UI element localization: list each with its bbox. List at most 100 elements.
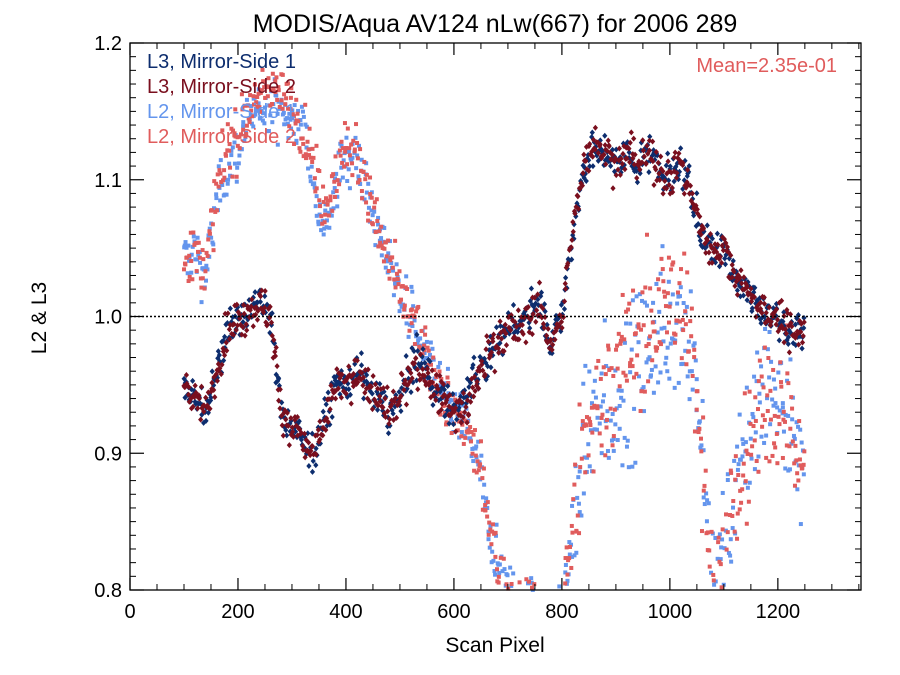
scatter-point [337,178,342,183]
scatter-point [488,364,494,371]
scatter-point [224,347,230,354]
scatter-point [482,371,488,378]
scatter-point [591,389,596,394]
scatter-point [630,155,636,162]
y-tick-label: 1.0 [94,307,122,329]
scatter-point [211,242,216,247]
scatter-point [752,438,757,443]
scatter-point [212,394,218,401]
scatter-point [263,95,268,100]
scatter-point [795,341,802,348]
scatter-point [589,129,595,136]
scatter-point [563,562,568,567]
scatter-point [796,424,801,429]
scatter-point [592,378,597,383]
scatter-point [254,299,261,306]
scatter-point [703,468,708,473]
scatter-point [449,431,454,436]
scatter-point [752,284,758,291]
scatter-point [709,529,714,534]
scatter-point [378,240,383,245]
scatter-point [303,102,308,107]
scatter-point [341,158,346,163]
scatter-point [613,368,618,373]
scatter-point [314,194,319,199]
scatter-point [294,97,299,102]
scatter-point [290,428,296,435]
scatter-point [483,508,488,513]
chart-title: MODIS/Aqua AV124 nLw(667) for 2006 289 [253,10,738,38]
scatter-point [628,361,633,366]
scatter-point [407,314,412,319]
scatter-point [260,309,267,316]
scatter-point [773,321,779,328]
scatter-point [323,426,329,433]
scatter-point [368,192,373,197]
scatter-point [503,330,509,337]
scatter-point [374,406,381,413]
scatter-point [241,120,246,125]
scatter-point [605,409,610,414]
scatter-point [343,377,349,384]
scatter-point [353,377,359,384]
scatter-point [379,253,384,258]
scatter-point [300,136,305,141]
scatter-point [229,148,234,153]
scatter-point [183,262,188,267]
scatter-point [792,461,797,466]
scatter-point [281,423,287,430]
scatter-point [320,408,326,415]
scatter-point [376,244,381,249]
scatter-point [421,372,428,379]
scatter-point [667,376,672,381]
scatter-point [392,395,399,402]
scatter-point [233,107,238,112]
scatter-point [485,500,490,505]
scatter-point [751,424,756,429]
scatter-point [293,121,298,126]
scatter-point [314,186,319,191]
scatter-point [361,169,366,174]
scatter-point [532,582,537,587]
scatter-point [704,519,709,524]
scatter-point [454,416,460,423]
scatter-point [798,328,804,335]
scatter-point [496,580,501,585]
scatter-point [793,331,800,338]
scatter-point [706,501,711,506]
scatter-point [639,389,644,394]
scatter-point [773,300,780,307]
scatter-point [505,573,510,578]
scatter-point [484,333,490,340]
scatter-point [650,138,656,145]
scatter-point [308,155,313,160]
scatter-point [681,301,686,306]
scatter-point [239,147,244,152]
scatter-point [734,287,741,294]
scatter-point [707,230,714,237]
scatter-point [252,102,257,107]
scatter-point [584,423,589,428]
scatter-point [301,430,308,437]
scatter-point [606,143,612,150]
scatter-point [771,403,776,408]
scatter-point [423,332,428,337]
scatter-point [406,334,411,339]
scatter-point [291,114,296,119]
scatter-point [525,303,531,310]
scatter-point [570,503,575,508]
scatter-point [753,430,758,435]
scatter-point [260,118,265,123]
scatter-point [282,92,287,97]
scatter-point [753,418,758,423]
scatter-point [475,385,482,392]
scatter-point [644,303,649,308]
scatter-point [802,449,807,454]
scatter-point [620,292,625,297]
scatter-point [333,154,338,159]
scatter-point [622,337,627,342]
scatter-point [469,429,474,434]
scatter-point [683,309,688,314]
scatter-point [672,340,677,345]
scatter-point [761,294,767,301]
